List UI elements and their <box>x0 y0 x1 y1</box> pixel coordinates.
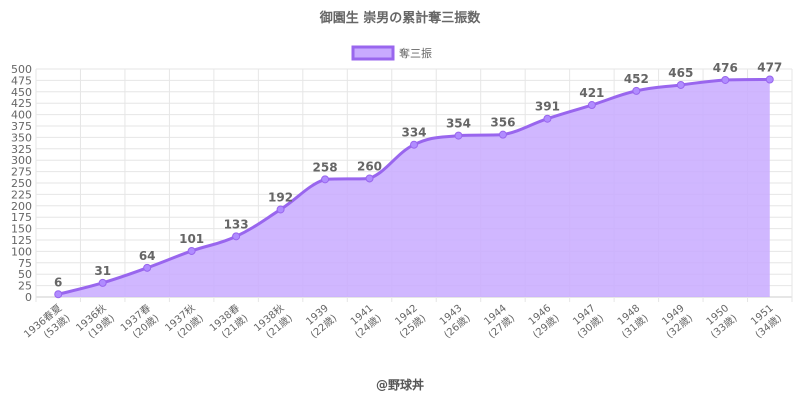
data-label: 6 <box>54 275 62 289</box>
data-label: 477 <box>757 60 782 74</box>
x-tick-label: 1938春(21歳) <box>207 302 250 344</box>
y-tick-label: 500 <box>11 63 32 76</box>
data-label: 465 <box>668 66 693 80</box>
y-tick-label: 100 <box>11 245 32 258</box>
data-point[interactable] <box>321 175 330 184</box>
legend-label: 奪三振 <box>399 46 432 60</box>
x-tick-label: 1936秋(19歳) <box>73 301 117 344</box>
data-point[interactable] <box>587 101 596 110</box>
x-tick-label: 1944(27歳) <box>478 303 517 341</box>
data-point[interactable] <box>410 140 418 149</box>
x-tick-label: 1943(26歳) <box>434 303 473 341</box>
y-tick-label: 325 <box>11 143 32 156</box>
y-tick-label: 225 <box>11 188 32 201</box>
data-label: 64 <box>139 249 156 263</box>
data-label: 31 <box>94 264 111 278</box>
data-point[interactable] <box>365 174 374 183</box>
data-point[interactable] <box>721 75 730 84</box>
y-tick-label: 200 <box>11 200 32 213</box>
legend-swatch <box>351 45 395 61</box>
x-tick-label: 1937秋(20歳) <box>162 301 206 344</box>
x-tick-label: 1948(31歳) <box>612 303 651 341</box>
y-tick-label: 175 <box>11 211 32 224</box>
y-tick-label: 150 <box>11 223 32 236</box>
y-tick-label: 350 <box>11 131 32 144</box>
data-label: 260 <box>357 159 382 173</box>
x-tick-label: 1949(32歳) <box>656 303 695 341</box>
data-points <box>54 75 774 299</box>
y-tick-label: 125 <box>11 234 32 247</box>
data-label: 452 <box>624 72 649 86</box>
footer-credit: @野球丼 <box>376 377 424 392</box>
data-point[interactable] <box>187 246 196 255</box>
y-tick-label: 25 <box>18 280 32 293</box>
data-point[interactable] <box>765 75 774 84</box>
data-point[interactable] <box>454 131 463 140</box>
x-tick-label: 1936春夏(53歳) <box>22 302 73 350</box>
y-tick-label: 250 <box>11 177 32 190</box>
y-tick-label: 50 <box>18 268 32 281</box>
data-label: 354 <box>446 117 471 131</box>
data-label: 101 <box>179 232 204 246</box>
y-tick-label: 300 <box>11 154 32 167</box>
data-point[interactable] <box>543 114 552 123</box>
x-tick-label: 1951(34歳) <box>745 303 784 341</box>
y-tick-label: 275 <box>11 166 32 179</box>
data-point[interactable] <box>143 263 152 272</box>
chart-title: 御園生 崇男の累計奪三振数 <box>319 10 482 26</box>
data-point[interactable] <box>676 80 685 89</box>
data-label: 334 <box>401 126 426 140</box>
data-label: 356 <box>490 116 515 130</box>
data-label: 192 <box>268 190 293 204</box>
data-point[interactable] <box>632 86 641 95</box>
x-axis: 1936春夏(53歳) 1936秋(19歳) 1937春(20歳) 1937秋(20歳… <box>22 301 784 350</box>
x-tick-label: 1947(30歳) <box>567 303 606 341</box>
x-tick-label: 1942(25歳) <box>389 303 428 341</box>
data-label: 476 <box>713 61 738 75</box>
data-label: 258 <box>313 160 338 174</box>
legend: 奪三振 <box>351 45 432 61</box>
y-tick-label: 75 <box>18 257 32 270</box>
data-label: 133 <box>224 217 249 231</box>
x-tick-label: 1941(24歳) <box>345 303 384 341</box>
data-label: 421 <box>579 86 604 100</box>
x-tick-label: 1946(29歳) <box>523 303 562 341</box>
data-point[interactable] <box>232 232 241 241</box>
data-point[interactable] <box>498 130 507 139</box>
x-tick-label: 1937春(20歳) <box>118 302 161 344</box>
data-point[interactable] <box>98 278 107 287</box>
y-tick-label: 0 <box>25 291 32 304</box>
x-tick-label: 1950(33歳) <box>701 303 740 341</box>
data-labels: 6 31 64 101 133 192 258 260 334 354 356 391 421 452 46… <box>54 60 782 289</box>
y-tick-label: 400 <box>11 109 32 122</box>
data-point[interactable] <box>54 290 63 299</box>
y-axis: 0255075100125150175200225250275300325350… <box>11 63 32 304</box>
x-tick-label: 1939(22歳) <box>301 303 340 341</box>
data-point[interactable] <box>276 205 285 214</box>
y-tick-label: 425 <box>11 97 32 110</box>
series <box>57 77 770 297</box>
y-tick-label: 450 <box>11 86 32 99</box>
series-area <box>58 79 770 297</box>
x-tick-label: 1938秋(21歳) <box>251 301 295 344</box>
data-label: 391 <box>535 100 560 114</box>
y-tick-label: 475 <box>11 74 32 87</box>
y-tick-label: 375 <box>11 120 32 133</box>
